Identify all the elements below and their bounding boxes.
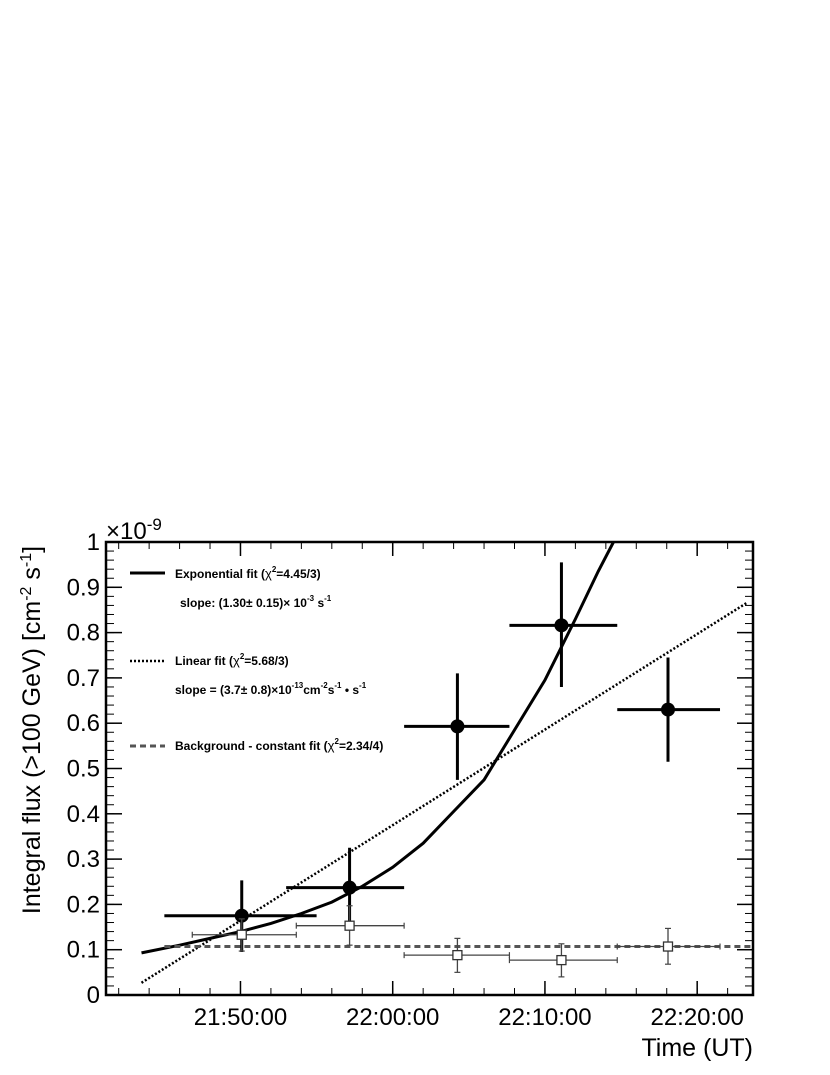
data-points <box>164 562 721 978</box>
legend-label-exponential: Exponential fit (χ2=4.45/3) <box>175 565 321 581</box>
y-tick-label: 0.9 <box>67 574 100 601</box>
x-tick-label: 22:00:00 <box>346 1004 439 1031</box>
y-tick-label: 0.1 <box>67 937 100 964</box>
flare-point <box>342 880 357 895</box>
x-tick-label: 21:50:00 <box>194 1004 287 1031</box>
flare-point <box>450 719 465 734</box>
x-axis-title: Time (UT) <box>641 1034 753 1062</box>
flare-point <box>554 618 569 633</box>
background-point <box>344 920 355 931</box>
y-tick-label: 0.6 <box>67 710 100 737</box>
flare-point <box>234 908 249 923</box>
background-point <box>662 941 674 952</box>
legend-sublabel-linear: slope = (3.7± 0.8)×10-13cm-2s-1 • s-1 <box>175 681 367 697</box>
x-tick-label: 22:10:00 <box>498 1004 591 1031</box>
y-tick-label: 0.7 <box>67 665 100 692</box>
y-tick-label: 0.2 <box>67 891 100 918</box>
background-point <box>452 949 463 961</box>
x-tick-label: 22:20:00 <box>650 1004 743 1031</box>
background-point <box>556 954 567 966</box>
background-point <box>236 929 247 940</box>
fit-line-exponential <box>141 541 615 955</box>
legend: Exponential fit (χ2=4.45/3) slope: (1.30… <box>130 565 383 753</box>
fit-line-linear <box>140 601 749 984</box>
axis-ticks: 0 0.1 0.2 0.3 0.4 0.5 0.6 0.7 0.8 0.9 1 21:50:00 22:… <box>67 529 753 1031</box>
y-tick-label: 0.8 <box>67 620 100 647</box>
legend-label-linear: Linear fit (χ2=5.68/3) <box>175 652 289 668</box>
flare-point <box>661 702 676 717</box>
y-tick-label: 0.5 <box>67 756 100 783</box>
y-tick-label: 1 <box>87 529 100 556</box>
legend-sublabel-exponential: slope: (1.30± 0.15)× 10-3 s-1 <box>180 594 332 610</box>
y-tick-label: 0.3 <box>67 846 100 873</box>
y-exponent-label: ×10-9 <box>106 515 162 545</box>
y-tick-label: 0.4 <box>67 801 100 828</box>
y-tick-label: 0 <box>87 982 100 1009</box>
legend-label-background: Background - constant fit (χ2=2.34/4) <box>175 737 383 753</box>
y-axis-title: Integral flux (>100 GeV) [cm-2 s-1] <box>18 546 46 914</box>
